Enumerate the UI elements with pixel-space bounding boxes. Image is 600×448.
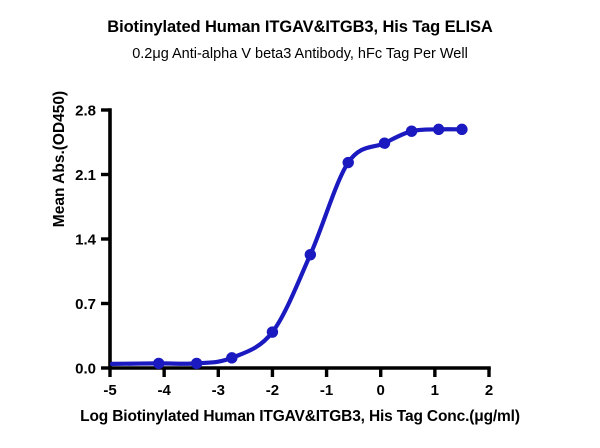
data-point-marker [153, 357, 165, 370]
data-point-marker [432, 123, 445, 136]
x-tick-label: 1 [431, 382, 439, 399]
data-point-marker [304, 248, 317, 261]
y-tick-label: 0.7 [75, 296, 96, 313]
data-point-marker [190, 357, 203, 370]
y-tick-label: 0.0 [75, 361, 96, 378]
data-point-marker [405, 125, 418, 137]
x-tick-label: -1 [320, 382, 333, 399]
y-tick-label: 1.4 [75, 232, 97, 249]
data-series-group [109, 123, 468, 370]
chart-title: Biotinylated Human ITGAV&ITGB3, His Tag … [107, 18, 493, 36]
data-point-marker [378, 137, 391, 149]
x-tick-label: 0 [377, 382, 385, 399]
x-tick-label: -2 [266, 382, 279, 399]
y-tick-label: 2.8 [75, 103, 96, 120]
x-tick-label: 2 [485, 382, 493, 399]
data-point-marker [226, 352, 238, 364]
y-tick-label: 2.1 [75, 167, 96, 184]
y-axis-ticks: 0.0 0.7 1.4 2.1 2.8 [75, 103, 110, 378]
x-tick-label: -4 [157, 382, 171, 399]
x-axis-label: Log Biotinylated Human ITGAV&ITGB3, His … [80, 408, 520, 425]
chart-subtitle: 0.2μg Anti-alpha V beta3 Antibody, hFc T… [132, 46, 468, 62]
x-tick-label: -5 [103, 382, 116, 399]
data-point-marker [342, 156, 354, 169]
series-line [109, 127, 465, 366]
x-tick-label: -3 [212, 382, 225, 399]
data-point-marker [456, 123, 468, 136]
axes [108, 108, 491, 370]
data-point-marker [266, 326, 279, 338]
x-axis-ticks: -5 -4 -3 -2 -1 0 1 2 [103, 368, 493, 399]
